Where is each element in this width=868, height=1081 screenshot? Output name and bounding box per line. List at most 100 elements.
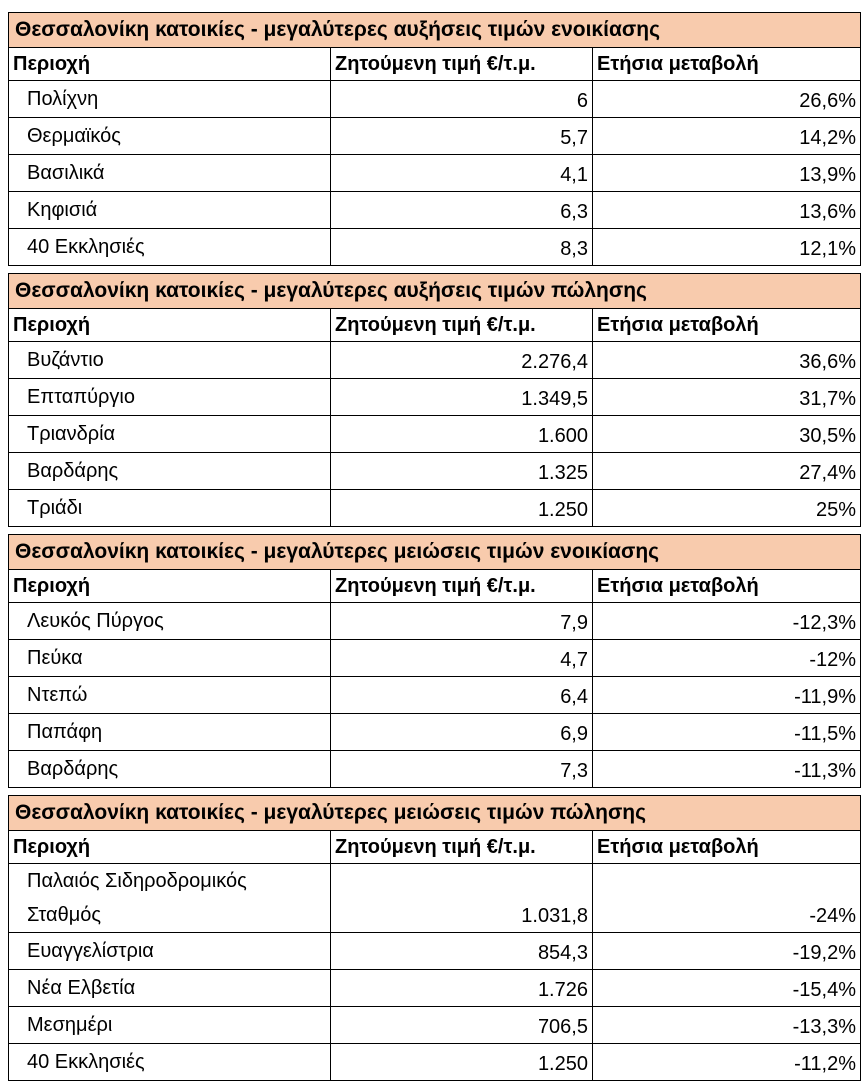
title-row: Θεσσαλονίκη κατοικίες - μεγαλύτερες αυξή… xyxy=(8,273,861,309)
data-row: Ευαγγελίστρια 854,3 -19,2% xyxy=(8,932,862,970)
column-header: Ζητούμενη τιμή €/τ.μ. xyxy=(330,47,593,81)
data-table: Θεσσαλονίκη κατοικίες - μεγαλύτερες μειώ… xyxy=(7,534,862,788)
area-name: Πεύκα xyxy=(8,639,331,677)
header-row: Περιοχή Ζητούμενη τιμή €/τ.μ. Ετήσια μεταβ… xyxy=(8,308,861,342)
value-cell: 31,7% xyxy=(592,378,861,416)
column-header: Ζητούμενη τιμή €/τ.μ. xyxy=(330,569,593,603)
table-title: Θεσσαλονίκη κατοικίες - μεγαλύτερες μειώ… xyxy=(7,534,862,570)
value-cell: 1.325 xyxy=(330,452,593,490)
value-cell: 6 xyxy=(330,80,593,118)
area-name: Βαρδάρης xyxy=(8,750,331,788)
value-cell: -12% xyxy=(591,639,862,677)
data-row: Πολίχνη 6 26,6% xyxy=(8,80,861,118)
column-header: Ετήσια μεταβολή xyxy=(591,830,862,864)
table-title: Θεσσαλονίκη κατοικίες - μεγαλύτερες αυξή… xyxy=(8,12,861,48)
value-cell: 26,6% xyxy=(592,80,861,118)
column-header: Ζητούμενη τιμή €/τ.μ. xyxy=(330,308,593,342)
value-cell: 4,1 xyxy=(330,154,593,192)
value-cell: 7,3 xyxy=(330,750,593,788)
data-row: 40 Εκκλησιές 8,3 12,1% xyxy=(8,228,861,266)
data-row: Παπάφη 6,9 -11,5% xyxy=(8,713,862,751)
header-row: Περιοχή Ζητούμενη τιμή €/τ.μ. Ετήσια μεταβ… xyxy=(8,47,861,81)
title-row: Θεσσαλονίκη κατοικίες - μεγαλύτερες μειώ… xyxy=(7,534,862,570)
area-name: Βασιλικά xyxy=(8,154,331,192)
area-name: Βαρδάρης xyxy=(8,452,331,490)
area-name: Λευκός Πύργος xyxy=(8,602,331,640)
value-cell: 854,3 xyxy=(330,932,593,970)
value-cell: -15,4% xyxy=(591,969,862,1007)
value-cell: 1.726 xyxy=(330,969,593,1007)
value-cell: 5,7 xyxy=(330,117,593,155)
value-cell: 1.600 xyxy=(330,415,593,453)
area-name: Τριάδι xyxy=(8,489,331,527)
data-row: Βυζάντιο 2.276,4 36,6% xyxy=(8,341,861,379)
header-row: Περιοχή Ζητούμενη τιμή €/τ.μ. Ετήσια μεταβ… xyxy=(8,830,862,864)
area-name: Κηφισιά xyxy=(8,191,331,229)
data-row: Νέα Ελβετία 1.726 -15,4% xyxy=(8,969,862,1007)
value-cell: 1.031,8 xyxy=(330,863,593,933)
area-name: Επταπύργιο xyxy=(8,378,331,416)
data-row: Λευκός Πύργος 7,9 -12,3% xyxy=(8,602,862,640)
data-row: Τριάδι 1.250 25% xyxy=(8,489,861,527)
value-cell: 25% xyxy=(592,489,861,527)
value-cell: 27,4% xyxy=(592,452,861,490)
value-cell: 13,6% xyxy=(592,191,861,229)
area-name: Νέα Ελβετία xyxy=(8,969,331,1007)
value-cell: 7,9 xyxy=(330,602,593,640)
column-header: Ετήσια μεταβολή xyxy=(592,47,861,81)
value-cell: -11,5% xyxy=(591,713,862,751)
value-cell: 30,5% xyxy=(592,415,861,453)
value-cell: 1.349,5 xyxy=(330,378,593,416)
column-header: Περιοχή xyxy=(8,47,331,81)
value-cell: -11,2% xyxy=(591,1043,862,1081)
data-row: Πεύκα 4,7 -12% xyxy=(8,639,862,677)
data-row: Μεσημέρι 706,5 -13,3% xyxy=(8,1006,862,1044)
value-cell: 1.250 xyxy=(330,489,593,527)
value-cell: -12,3% xyxy=(591,602,862,640)
area-name: Ντεπώ xyxy=(8,676,331,714)
data-row: Βαρδάρης 7,3 -11,3% xyxy=(8,750,862,788)
value-cell: 4,7 xyxy=(330,639,593,677)
value-cell: 8,3 xyxy=(330,228,593,266)
column-header: Ζητούμενη τιμή €/τ.μ. xyxy=(330,830,593,864)
data-row: Ντεπώ 6,4 -11,9% xyxy=(8,676,862,714)
value-cell: 6,3 xyxy=(330,191,593,229)
area-name: 40 Εκκλησιές xyxy=(8,1043,331,1081)
page: Θεσσαλονίκη κατοικίες - μεγαλύτερες αυξή… xyxy=(7,12,862,1081)
header-row: Περιοχή Ζητούμενη τιμή €/τ.μ. Ετήσια μεταβ… xyxy=(8,569,862,603)
column-header: Ετήσια μεταβολή xyxy=(591,569,862,603)
data-row: Επταπύργιο 1.349,5 31,7% xyxy=(8,378,861,416)
column-header: Περιοχή xyxy=(8,830,331,864)
data-row: Κηφισιά 6,3 13,6% xyxy=(8,191,861,229)
title-row: Θεσσαλονίκη κατοικίες - μεγαλύτερες μειώ… xyxy=(7,795,862,831)
table-title: Θεσσαλονίκη κατοικίες - μεγαλύτερες αυξή… xyxy=(8,273,861,309)
value-cell: 13,9% xyxy=(592,154,861,192)
value-cell: 6,9 xyxy=(330,713,593,751)
value-cell: -13,3% xyxy=(591,1006,862,1044)
value-cell: -24% xyxy=(591,863,862,933)
area-name: Μεσημέρι xyxy=(8,1006,331,1044)
data-row: Βασιλικά 4,1 13,9% xyxy=(8,154,861,192)
data-row: Παλαιός Σιδηροδρομικός Σταθμός 1.031,8 -24… xyxy=(8,863,862,933)
value-cell: 36,6% xyxy=(592,341,861,379)
title-row: Θεσσαλονίκη κατοικίες - μεγαλύτερες αυξή… xyxy=(8,12,861,48)
area-name: Τριανδρία xyxy=(8,415,331,453)
data-row: Τριανδρία 1.600 30,5% xyxy=(8,415,861,453)
area-name: Ευαγγελίστρια xyxy=(8,932,331,970)
data-row: 40 Εκκλησιές 1.250 -11,2% xyxy=(8,1043,862,1081)
data-table: Θεσσαλονίκη κατοικίες - μεγαλύτερες αυξή… xyxy=(8,273,861,527)
value-cell: 2.276,4 xyxy=(330,341,593,379)
area-name: Βυζάντιο xyxy=(8,341,331,379)
value-cell: 6,4 xyxy=(330,676,593,714)
value-cell: -19,2% xyxy=(591,932,862,970)
column-header: Περιοχή xyxy=(8,308,331,342)
table-title: Θεσσαλονίκη κατοικίες - μεγαλύτερες μειώ… xyxy=(7,795,862,831)
area-name: Παλαιός Σιδηροδρομικός Σταθμός xyxy=(8,863,331,933)
value-cell: 12,1% xyxy=(592,228,861,266)
value-cell: 1.250 xyxy=(330,1043,593,1081)
data-table: Θεσσαλονίκη κατοικίες - μεγαλύτερες μειώ… xyxy=(7,795,862,1081)
value-cell: -11,9% xyxy=(591,676,862,714)
value-cell: 14,2% xyxy=(592,117,861,155)
area-name: Πολίχνη xyxy=(8,80,331,118)
